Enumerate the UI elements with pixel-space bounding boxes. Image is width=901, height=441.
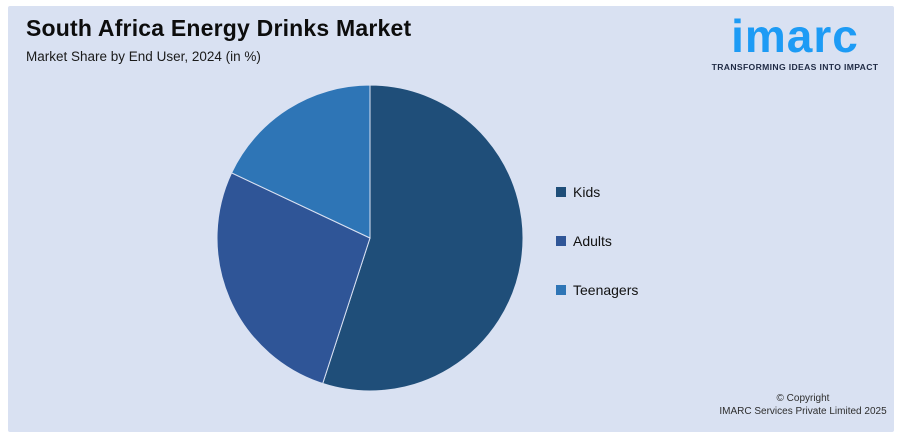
- legend-item-adults: Adults: [556, 233, 638, 249]
- pie-slice-kids: [322, 84, 524, 392]
- pie-chart-container: [214, 82, 526, 394]
- imarc-logo-text: imarc: [731, 10, 859, 62]
- legend-label: Adults: [573, 233, 612, 249]
- legend-marker: [556, 187, 566, 197]
- pie-slice-adults: [216, 172, 371, 385]
- chart-legend: Kids Adults Teenagers: [556, 184, 638, 298]
- imarc-logo: imarc TRANSFORMING IDEAS INTO IMPACT: [705, 6, 885, 72]
- page-title: South Africa Energy Drinks Market: [26, 15, 412, 41]
- legend-label: Kids: [573, 184, 601, 200]
- legend-item-kids: Kids: [556, 184, 638, 200]
- copyright-notice: © Copyright IMARC Services Private Limit…: [703, 393, 901, 418]
- legend-marker: [556, 285, 566, 295]
- imarc-logo-tagline: TRANSFORMING IDEAS INTO IMPACT: [711, 61, 879, 72]
- legend-item-teenagers: Teenagers: [556, 282, 638, 298]
- pie-chart: [216, 84, 524, 392]
- page-subtitle: Market Share by End User, 2024 (in %): [26, 49, 261, 64]
- legend-marker: [556, 236, 566, 246]
- pie-slice-teenagers: [230, 84, 371, 239]
- legend-label: Teenagers: [573, 282, 639, 298]
- copyright-line2: IMARC Services Private Limited 2025: [719, 405, 887, 417]
- copyright-line1: © Copyright: [776, 393, 830, 404]
